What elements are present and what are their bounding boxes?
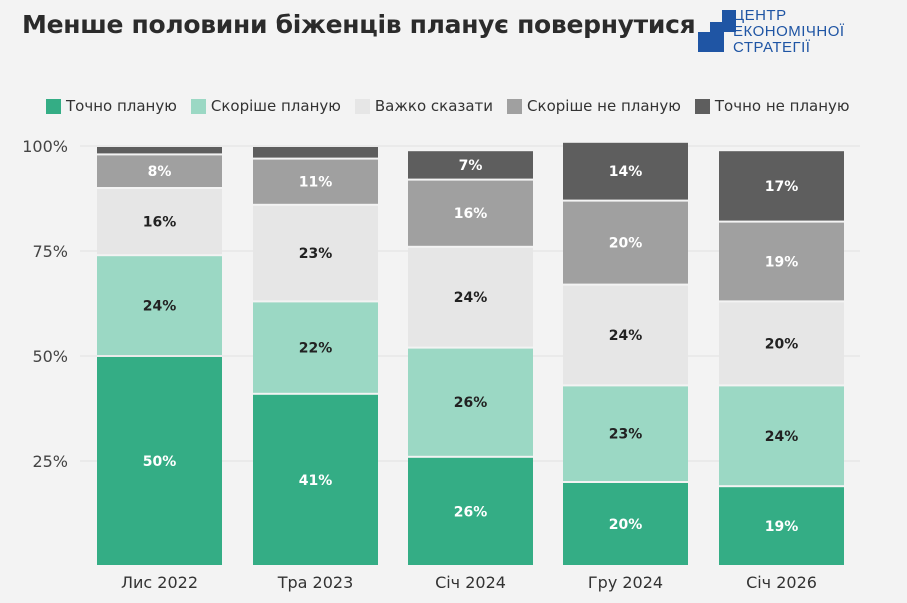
bar-segment — [253, 147, 378, 158]
legend-item: Скоріше не планую — [507, 97, 681, 115]
legend-label: Скоріше не планую — [527, 97, 681, 115]
legend-item: Точно планую — [46, 97, 177, 115]
bar-segment — [97, 155, 222, 187]
legend-item: Скоріше планую — [190, 97, 341, 115]
legend-swatch — [190, 98, 206, 114]
bar-segment — [563, 386, 688, 481]
bar-segment — [563, 142, 688, 200]
bar-segment — [408, 457, 533, 565]
bar-segment — [97, 357, 222, 565]
data-label: 20% — [765, 336, 799, 352]
bar-segment — [408, 151, 533, 179]
data-label: 50% — [143, 454, 177, 470]
legend-item: Точно не планую — [694, 97, 850, 115]
legend-swatch — [46, 98, 61, 114]
bar-segment — [97, 147, 222, 154]
data-label: 7% — [459, 158, 483, 174]
data-label: 23% — [299, 246, 333, 262]
legend-swatch — [694, 98, 710, 114]
data-label: 26% — [454, 395, 488, 411]
bar-segment — [719, 487, 844, 565]
data-label: 41% — [299, 473, 333, 489]
y-tick-label: 100% — [22, 137, 68, 156]
bar-segment — [719, 151, 844, 221]
legend-swatch — [507, 98, 523, 114]
data-label: 22% — [299, 341, 333, 357]
data-label: 24% — [454, 290, 488, 306]
bar-segment — [253, 159, 378, 204]
x-tick-label: Січ 2026 — [746, 573, 817, 592]
legend-label: Скоріше планую — [210, 97, 341, 115]
legend-swatch — [354, 98, 370, 114]
data-label: 24% — [765, 429, 799, 445]
bar-segment — [408, 348, 533, 456]
legend-label: Точно планую — [66, 97, 177, 115]
bar-segment — [408, 180, 533, 246]
legend-item: Важко сказати — [354, 97, 494, 115]
bar-segment — [253, 302, 378, 393]
bar-segment — [719, 386, 844, 486]
data-label: 20% — [609, 236, 643, 252]
legend-label: Точно не планую — [714, 97, 850, 115]
x-tick-label: Тра 2023 — [277, 573, 354, 592]
logo-icon — [698, 10, 736, 52]
bar-segment — [563, 483, 688, 565]
bar-segment — [719, 222, 844, 301]
data-label: 16% — [143, 215, 177, 231]
bar-segment — [97, 189, 222, 255]
y-tick-label: 25% — [32, 452, 68, 471]
data-label: 20% — [609, 517, 643, 533]
logo-line: ЦЕНТР — [733, 7, 787, 24]
data-label: 26% — [454, 504, 488, 520]
x-tick-label: Гру 2024 — [588, 573, 663, 592]
data-label: 19% — [765, 519, 799, 535]
y-tick-label: 50% — [32, 347, 68, 366]
x-tick-label: Лис 2022 — [121, 573, 198, 592]
x-tick-label: Січ 2024 — [435, 573, 506, 592]
data-label: 19% — [765, 255, 799, 271]
data-label: 8% — [148, 164, 172, 180]
logo-line: ЕКОНОМІЧНОЇ — [733, 23, 845, 40]
data-label: 24% — [609, 328, 643, 344]
data-label: 11% — [299, 175, 333, 191]
data-label: 23% — [609, 427, 643, 443]
bar-segment — [97, 256, 222, 355]
logo-line: СТРАТЕГІЇ — [733, 39, 811, 56]
bar-segment — [563, 285, 688, 385]
y-tick-label: 75% — [32, 242, 68, 261]
bar-segment — [253, 394, 378, 565]
legend: Точно планую Скоріше планую Важко сказати С… — [46, 97, 850, 115]
bar-segment — [253, 205, 378, 301]
chart-title: Менше половини біженців планує повернути… — [22, 10, 696, 39]
bar-segment — [719, 302, 844, 385]
data-label: 24% — [143, 299, 177, 315]
legend-label: Важко сказати — [374, 97, 494, 115]
data-label: 17% — [765, 179, 799, 195]
data-label: 14% — [609, 164, 643, 180]
bar-segment — [408, 247, 533, 347]
data-label: 16% — [454, 206, 488, 222]
logo-text: ЦЕНТР ЕКОНОМІЧНОЇ СТРАТЕГІЇ — [733, 8, 845, 56]
bar-segment — [563, 201, 688, 284]
